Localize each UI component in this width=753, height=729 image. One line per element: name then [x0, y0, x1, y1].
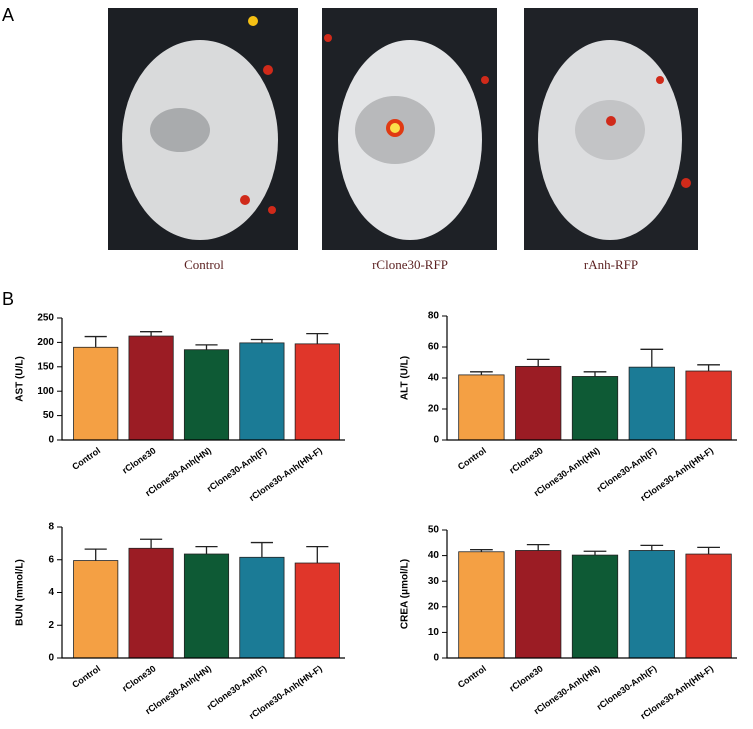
- error-bar: [470, 371, 493, 375]
- error-bar: [583, 550, 607, 556]
- x-tick-label: Control: [70, 663, 102, 690]
- x-tick-label: rClone30: [120, 445, 157, 475]
- y-tick-label: 200: [37, 337, 54, 348]
- error-bar: [697, 546, 720, 555]
- bar: [73, 560, 119, 659]
- y-tick-label: 60: [428, 342, 440, 353]
- bar: [458, 551, 505, 659]
- bar: [628, 550, 675, 659]
- bar: [571, 554, 619, 659]
- error-bar: [640, 348, 664, 368]
- image-caption: rAnh-RFP: [584, 257, 638, 272]
- bar: [239, 556, 285, 659]
- error-bar: [526, 358, 550, 367]
- y-tick-label: 150: [37, 361, 54, 372]
- error-bar: [84, 548, 107, 561]
- bar: [73, 346, 119, 441]
- bar: [294, 562, 340, 659]
- y-tick-label: 0: [48, 653, 54, 664]
- error-bar: [583, 371, 607, 377]
- y-tick-label: 20: [428, 601, 440, 612]
- y-tick-label: 50: [428, 525, 440, 536]
- x-tick-label: Control: [456, 445, 488, 472]
- error-bar: [140, 331, 163, 337]
- bar: [628, 366, 675, 441]
- y-tick-label: 40: [428, 373, 440, 384]
- bar: [685, 370, 732, 441]
- axis-line: [61, 527, 345, 659]
- error-bar: [470, 549, 493, 552]
- y-axis-label: BUN (mmol/L): [15, 559, 26, 626]
- y-tick-label: 100: [37, 386, 54, 397]
- y-tick-label: 0: [433, 653, 439, 664]
- error-bar: [195, 344, 218, 350]
- mouse-photo: [108, 8, 298, 250]
- error-bar: [697, 364, 720, 372]
- x-tick-label: rClone30: [507, 663, 544, 693]
- y-tick-label: 10: [428, 627, 440, 638]
- error-bar: [140, 538, 163, 549]
- axis-line: [61, 318, 345, 441]
- axis-line: [446, 530, 737, 659]
- panel-label: B: [2, 289, 14, 309]
- bar: [183, 349, 230, 441]
- bar: [515, 550, 562, 659]
- x-tick-label: Control: [70, 445, 102, 472]
- y-tick-label: 0: [433, 435, 439, 446]
- bar: [128, 335, 174, 441]
- y-tick-label: 6: [48, 554, 54, 565]
- bar: [239, 342, 285, 441]
- bar: [515, 365, 562, 441]
- y-tick-label: 4: [48, 587, 54, 598]
- bar: [571, 376, 619, 441]
- error-bar: [250, 338, 273, 343]
- image-caption: rClone30-RFP: [372, 257, 448, 272]
- y-axis-label: ALT (U/L): [400, 356, 411, 400]
- x-tick-label: rClone30: [120, 663, 157, 693]
- x-tick-label: rClone30: [507, 445, 544, 475]
- bar: [128, 547, 174, 659]
- mouse-photo: [524, 8, 698, 250]
- bar: [458, 374, 505, 441]
- mouse-photo: [322, 8, 497, 250]
- y-tick-label: 8: [48, 522, 54, 533]
- error-bar: [306, 332, 329, 344]
- bar: [183, 553, 230, 659]
- axis-line: [446, 316, 737, 441]
- y-tick-label: 30: [428, 576, 440, 587]
- error-bar: [640, 544, 664, 551]
- y-tick-label: 40: [428, 550, 440, 561]
- y-tick-label: 2: [48, 620, 54, 631]
- y-axis-label: AST (U/L): [15, 356, 26, 402]
- x-tick-label: Control: [456, 663, 488, 690]
- y-tick-label: 80: [428, 311, 440, 322]
- y-tick-label: 50: [43, 410, 55, 421]
- bar: [685, 553, 732, 659]
- y-tick-label: 0: [48, 435, 54, 446]
- error-bar: [306, 546, 329, 564]
- panel-label: A: [2, 5, 14, 25]
- error-bar: [250, 541, 273, 558]
- y-tick-label: 250: [37, 313, 54, 324]
- error-bar: [84, 335, 107, 348]
- image-caption: Control: [184, 257, 224, 272]
- y-tick-label: 20: [428, 404, 440, 415]
- bar: [294, 343, 340, 441]
- error-bar: [526, 543, 550, 551]
- y-axis-label: CREA (μmol/L): [400, 559, 411, 629]
- error-bar: [195, 546, 218, 555]
